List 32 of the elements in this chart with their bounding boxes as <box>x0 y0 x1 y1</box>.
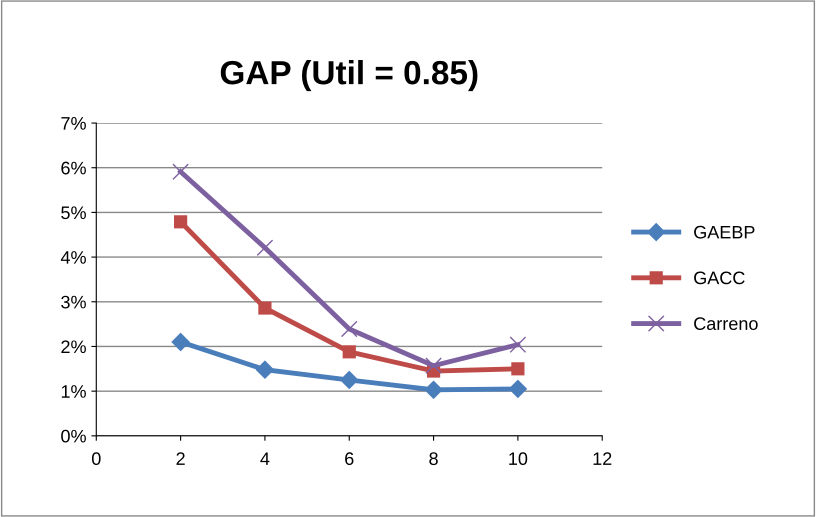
legend-label: GACC <box>694 272 745 284</box>
x-tick-label: 12 <box>594 452 612 465</box>
y-tick-label: 6% <box>61 162 86 174</box>
y-tick-label: 2% <box>61 340 86 354</box>
x-tick-label: 2 <box>176 452 185 465</box>
x-tick-label: 10 <box>509 452 528 466</box>
y-tick-label: 5% <box>61 206 86 220</box>
y-tick-label: 0% <box>61 430 86 443</box>
point <box>340 370 358 390</box>
point <box>256 360 274 379</box>
point <box>508 380 528 398</box>
point <box>171 332 190 352</box>
y-tick-label: 1% <box>62 385 86 398</box>
y-tick-label: 7% <box>61 117 86 130</box>
point <box>340 320 358 338</box>
legend-label: Carreno <box>694 317 758 330</box>
point <box>511 362 524 376</box>
point <box>510 336 526 354</box>
point <box>342 345 356 358</box>
x-tick-label: 4 <box>260 452 270 465</box>
point <box>258 301 272 315</box>
point <box>174 215 188 228</box>
point <box>425 357 442 374</box>
x-tick-label: 0 <box>92 452 101 466</box>
x-tick-label: 6 <box>345 452 354 466</box>
point <box>172 163 189 180</box>
y-tick-label: 4% <box>60 251 86 264</box>
x-tick-label: 8 <box>429 452 438 466</box>
chart-title: GAP (Util = 0.85) <box>220 60 478 92</box>
y-tick-label: 3% <box>61 296 86 308</box>
legend-label: GAEBP <box>694 226 754 239</box>
point <box>256 239 274 256</box>
